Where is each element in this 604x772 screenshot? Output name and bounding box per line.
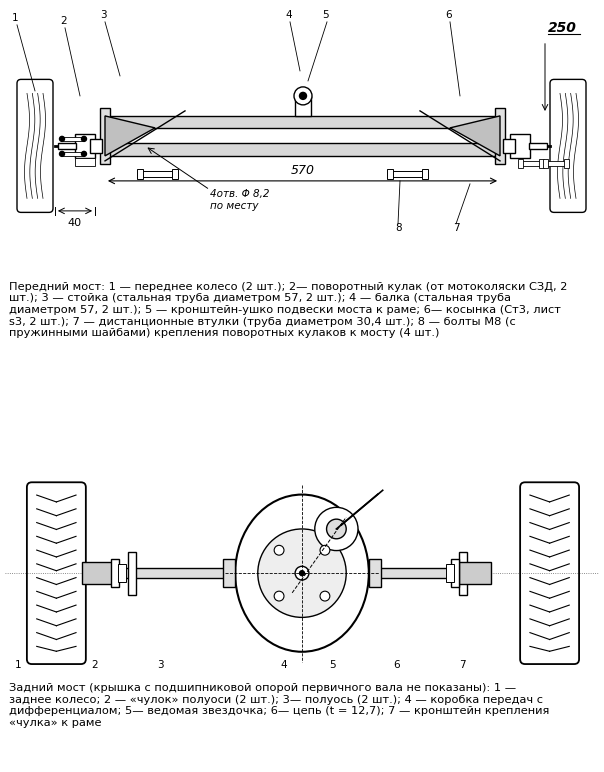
Bar: [62, 152, 84, 156]
Text: 7: 7: [453, 223, 460, 233]
Bar: [503, 139, 515, 153]
Bar: [543, 159, 548, 168]
Bar: [369, 568, 459, 578]
Circle shape: [327, 519, 346, 539]
Bar: [172, 169, 178, 179]
Text: 2: 2: [92, 661, 98, 670]
Circle shape: [320, 545, 330, 555]
Circle shape: [258, 529, 346, 618]
Circle shape: [300, 93, 306, 100]
Circle shape: [295, 567, 309, 580]
Bar: [495, 108, 505, 164]
Bar: [564, 159, 569, 168]
Text: 3: 3: [158, 661, 164, 670]
Circle shape: [60, 137, 65, 141]
Bar: [62, 137, 84, 141]
Bar: [510, 134, 530, 158]
Bar: [91, 568, 235, 578]
Text: 2: 2: [60, 16, 66, 26]
Bar: [128, 551, 136, 594]
Text: 1: 1: [12, 13, 19, 23]
Bar: [105, 143, 500, 156]
Text: 570: 570: [291, 164, 315, 177]
Bar: [390, 171, 425, 177]
Bar: [422, 169, 428, 179]
Bar: [459, 562, 490, 584]
Bar: [387, 169, 393, 179]
Text: по месту: по месту: [210, 201, 259, 211]
Bar: [90, 139, 102, 153]
Text: 4отв. Φ 8,2: 4отв. Φ 8,2: [210, 189, 269, 199]
FancyBboxPatch shape: [520, 482, 579, 664]
Text: 4: 4: [280, 661, 287, 670]
Bar: [58, 143, 76, 149]
Bar: [459, 551, 467, 594]
Bar: [111, 560, 119, 587]
Bar: [539, 159, 544, 168]
Bar: [100, 108, 110, 164]
Bar: [105, 116, 500, 128]
Text: 5: 5: [330, 661, 336, 670]
Circle shape: [300, 571, 304, 576]
Circle shape: [82, 151, 86, 157]
Polygon shape: [105, 116, 155, 156]
Text: 250: 250: [548, 21, 577, 35]
Bar: [82, 562, 114, 584]
Bar: [546, 161, 566, 166]
FancyBboxPatch shape: [550, 80, 586, 212]
Ellipse shape: [235, 495, 369, 652]
Text: 3: 3: [100, 10, 107, 20]
Text: Задний мост (крышка с подшипниковой опорой первичного вала не показаны): 1 —
зад: Задний мост (крышка с подшипниковой опор…: [9, 683, 550, 728]
Circle shape: [60, 151, 65, 157]
FancyBboxPatch shape: [27, 482, 86, 664]
Bar: [75, 158, 95, 166]
FancyBboxPatch shape: [17, 80, 53, 212]
Text: 7: 7: [459, 661, 466, 670]
Text: 5: 5: [322, 10, 329, 20]
Text: Передний мост: 1 — переднее колесо (2 шт.); 2— поворотный кулак (от мотоколяски : Передний мост: 1 — переднее колесо (2 шт…: [9, 282, 567, 338]
Text: 6: 6: [445, 10, 452, 20]
Bar: [137, 169, 143, 179]
Circle shape: [294, 87, 312, 105]
Text: 6: 6: [393, 661, 400, 670]
Bar: [518, 159, 523, 168]
Text: 40: 40: [68, 218, 82, 228]
Bar: [369, 560, 381, 587]
Bar: [118, 564, 126, 582]
Circle shape: [320, 591, 330, 601]
Bar: [521, 161, 541, 166]
Bar: [451, 560, 459, 587]
Polygon shape: [450, 116, 500, 156]
Bar: [75, 134, 95, 158]
Text: 4: 4: [285, 10, 292, 20]
Bar: [223, 560, 235, 587]
Bar: [446, 564, 454, 582]
Circle shape: [315, 507, 358, 550]
Circle shape: [82, 137, 86, 141]
Bar: [140, 171, 175, 177]
Circle shape: [274, 545, 284, 555]
Text: 1: 1: [15, 661, 22, 670]
Circle shape: [274, 591, 284, 601]
Bar: [295, 96, 311, 116]
Text: 8: 8: [395, 223, 402, 233]
Bar: [529, 143, 547, 149]
